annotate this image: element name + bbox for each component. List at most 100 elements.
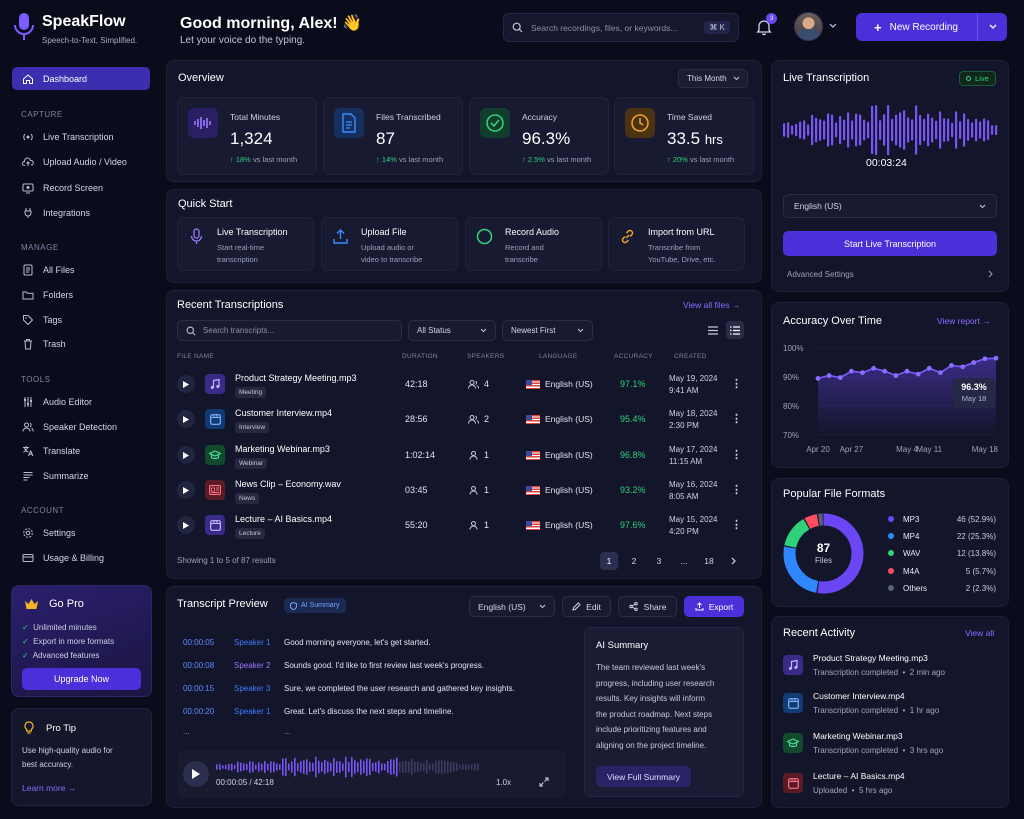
detail-view-icon[interactable] [726,321,744,339]
table-row[interactable]: Customer Interview.mp4 Interview 28:56 2… [176,402,746,437]
column-header-file-name[interactable]: FILE NAME [177,353,215,360]
transcript-search[interactable]: Search transcripts... [177,320,402,341]
next-page-icon[interactable] [724,552,742,570]
more-vertical-icon[interactable]: ⋮ [731,449,742,461]
audio-waveform[interactable] [216,756,516,778]
activity-item[interactable]: Product Strategy Meeting.mp3 Transcripti… [783,650,983,686]
sidebar-item-trash[interactable]: Trash [12,332,150,355]
start-live-transcription-button[interactable]: Start Live Transcription [783,231,997,256]
activity-item[interactable]: Lecture – AI Basics.mp4 Uploaded • 5 hrs… [783,768,983,804]
sidebar-item-live-transcription[interactable]: Live Transcription [12,125,150,148]
sidebar-item-settings[interactable]: Settings [12,521,150,544]
transcript-line[interactable]: 00:00:15 [183,684,215,693]
audio-player: 00:00:05 / 42:18 1.0x [177,750,566,798]
table-row[interactable]: Marketing Webinar.mp3 Webinar 1:02:14 1 … [176,438,746,473]
sort-label: Newest First [511,326,556,335]
sidebar-item-tags[interactable]: Tags [12,308,150,331]
waveform-bar [959,121,962,139]
share-button[interactable]: Share [618,596,677,617]
sidebar-item-all-files[interactable]: All Files [12,258,150,281]
play-button[interactable] [177,481,195,499]
new-recording-dropdown[interactable] [977,13,1007,41]
file-name[interactable]: Customer Interview.mp4 [235,408,333,418]
more-vertical-icon[interactable]: ⋮ [731,519,742,531]
sidebar-item-summarize[interactable]: Summarize [12,464,150,487]
column-header-created[interactable]: CREATED [674,353,707,360]
graduation-cap-icon [783,733,803,753]
quick-start-record-audio[interactable]: Record Audio Record and transcribe [465,217,602,271]
play-button[interactable] [177,446,195,464]
fullscreen-icon[interactable] [539,777,549,787]
page-1[interactable]: 1 [600,552,618,570]
column-header-language[interactable]: LANGUAGE [539,353,578,360]
file-name[interactable]: Product Strategy Meeting.mp3 [235,373,357,383]
waveform-bar [855,113,858,147]
column-header-duration[interactable]: DURATION [402,353,438,360]
export-button[interactable]: Export [684,596,744,617]
language: English (US) [526,485,593,495]
sort-select[interactable]: Newest First [502,320,593,341]
status-filter-select[interactable]: All Status [408,320,496,341]
table-row[interactable]: Lecture – AI Basics.mp4 Lecture 55:20 1 … [176,508,746,543]
avatar[interactable] [794,12,823,41]
page-18[interactable]: 18 [704,556,714,566]
new-recording-button[interactable]: + New Recording [856,13,1007,41]
chevron-down-icon[interactable] [829,23,837,29]
column-header-speakers[interactable]: SPEAKERS [467,353,505,360]
y-tick-label: 90% [783,373,799,382]
transcript-line[interactable]: 00:00:08 [183,661,215,670]
waveform-bar [462,763,464,771]
edit-button[interactable]: Edit [562,596,611,617]
sidebar-item-translate[interactable]: Translate [12,439,150,462]
transcript-line[interactable]: 00:00:20 [183,707,215,716]
sidebar-item-usage-billing[interactable]: Usage & Billing [12,546,150,569]
play-button[interactable] [177,375,195,393]
sidebar-item-speaker-detection[interactable]: Speaker Detection [12,415,150,438]
sidebar-item-folders[interactable]: Folders [12,283,150,306]
table-row[interactable]: News Clip – Economy.wav News 03:45 1 Eng… [176,473,746,508]
quick-start-upload-file[interactable]: Upload File Upload audio or video to tran… [321,217,458,271]
quick-start-import-url[interactable]: Import from URL Transcribe from YouTube, … [608,217,745,271]
advanced-settings-link[interactable]: Advanced Settings [783,266,997,282]
more-vertical-icon[interactable]: ⋮ [731,378,742,390]
quick-start-live-transcription[interactable]: Live Transcription Start real-time transc… [177,217,314,271]
transcript-search-input[interactable]: Search transcripts... [203,326,275,335]
view-full-summary-button[interactable]: View Full Summary [596,766,691,787]
transcript-line[interactable]: 00:00:05 [183,638,215,647]
learn-more-link[interactable]: Learn more → [22,783,77,793]
created: May 19, 2024 9:41 AM [669,374,718,395]
sidebar-item-audio-editor[interactable]: Audio Editor [12,390,150,413]
waveform-bar [273,761,275,773]
table-row[interactable]: Product Strategy Meeting.mp3 Meeting 42:… [176,367,746,402]
view-all-files-link[interactable]: View all files → [683,300,741,310]
page-3[interactable]: 3 [656,556,662,566]
activity-item[interactable]: Marketing Webinar.mp3 Transcription comp… [783,728,983,764]
sidebar-item-upload-audio-video[interactable]: Upload Audio / Video [12,150,150,173]
period-select[interactable]: This Month [678,69,748,88]
file-name[interactable]: Lecture – AI Basics.mp4 [235,514,333,524]
live-language-select[interactable]: English (US) [783,194,997,218]
play-button[interactable] [177,516,195,534]
upgrade-now-button[interactable]: Upgrade Now [22,668,141,690]
sidebar-item-record-screen[interactable]: Record Screen [12,176,150,199]
sidebar-item-dashboard[interactable]: Dashboard [12,67,150,90]
play-button[interactable] [177,410,195,428]
search-input[interactable]: Search recordings, files, or keywords... [531,22,678,33]
player-play-button[interactable] [183,761,209,787]
view-all-activity-link[interactable]: View all [965,628,995,638]
file-name[interactable]: Marketing Webinar.mp3 [235,444,330,454]
page-2[interactable]: 2 [631,556,637,566]
playback-speed[interactable]: 1.0x [496,778,512,787]
list-view-icon[interactable] [704,321,722,339]
sidebar-item-integrations[interactable]: Integrations [12,201,150,224]
more-vertical-icon[interactable]: ⋮ [731,484,742,496]
file-tag: Interview [235,422,270,433]
waveform-bar [354,760,356,774]
global-search[interactable]: Search recordings, files, or keywords...… [503,13,739,42]
more-vertical-icon[interactable]: ⋮ [731,413,742,425]
transcript-language-select[interactable]: English (US) [469,596,555,617]
activity-item[interactable]: Customer Interview.mp4 Transcription com… [783,688,983,724]
view-report-link[interactable]: View report → [937,316,991,326]
file-name[interactable]: News Clip – Economy.wav [235,479,341,489]
column-header-accuracy[interactable]: ACCURACY [614,353,653,360]
